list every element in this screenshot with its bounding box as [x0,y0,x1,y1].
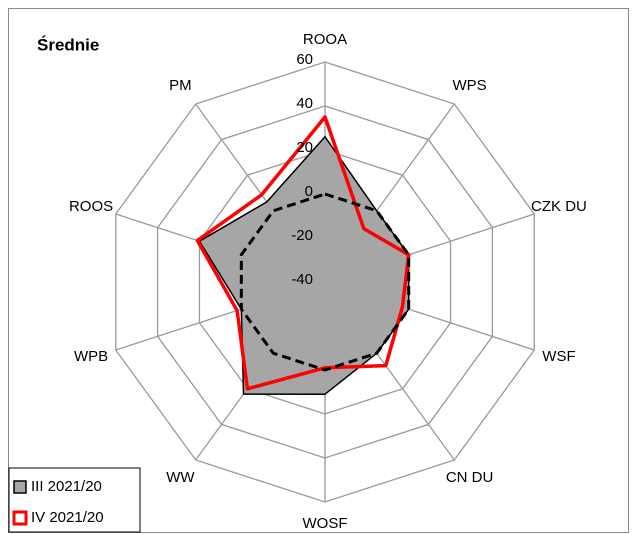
legend-label: IV 2021/20 [31,509,104,526]
grid-ring [115,61,535,503]
series-shape [195,115,411,391]
series-shape [239,192,411,372]
category-label: ROOA [303,31,347,48]
category-label: WPB [74,348,108,365]
legend-label: III 2021/20 [31,478,102,495]
grid-ring [156,105,494,459]
category-label: PM [169,77,192,94]
tick-label: -20 [291,227,313,244]
tick-label: -40 [291,271,313,288]
tick-label: 20 [296,139,313,156]
legend-swatch [12,510,28,526]
category-label: WOSF [303,515,348,532]
chart-title: Średnie [37,35,99,54]
category-label: WPS [453,77,487,94]
category-label: CN DU [446,469,494,486]
legend-box [8,467,141,533]
grid-ring [198,149,452,415]
tick-label: 60 [296,51,313,68]
category-label: WW [166,469,195,486]
category-label: WSF [542,348,575,365]
category-label: CZK DU [531,198,587,215]
category-label: ROOS [69,198,113,215]
tick-label: 0 [305,183,313,200]
legend-swatch [13,480,27,494]
tick-label: 40 [296,95,313,112]
